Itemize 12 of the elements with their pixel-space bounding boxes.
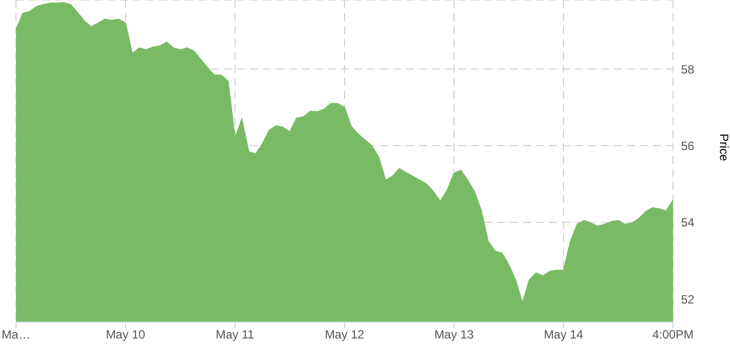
y-tick-label: 54 (681, 216, 695, 230)
x-tick-label: May 12 (324, 328, 364, 342)
y-tick-label: 58 (681, 62, 695, 76)
y-tick-label: 52 (681, 292, 695, 306)
y-axis-title: Price (716, 134, 730, 162)
x-tick-label: May 10 (106, 328, 146, 342)
x-tick-label: May 14 (544, 328, 584, 342)
y-tick-label: 56 (681, 138, 695, 153)
x-tick-label: May 11 (216, 328, 255, 342)
x-tick-label: 4:00PM (652, 328, 694, 342)
x-tick-label: May 13 (434, 328, 474, 342)
x-tick-label: Ma… (2, 328, 30, 342)
